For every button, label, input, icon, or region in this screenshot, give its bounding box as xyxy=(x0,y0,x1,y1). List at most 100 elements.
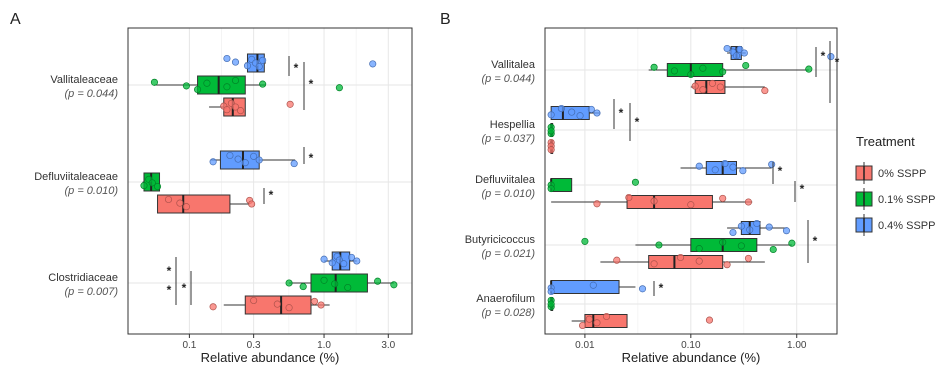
data-point xyxy=(723,261,731,269)
data-point xyxy=(148,179,156,187)
category-label: Butyricicoccus xyxy=(465,234,536,246)
data-point xyxy=(259,56,267,64)
significance-star: * xyxy=(269,188,274,202)
data-point xyxy=(209,303,217,311)
data-point xyxy=(369,60,377,68)
significance-star: * xyxy=(619,106,624,120)
significance-star: * xyxy=(659,281,664,295)
data-point xyxy=(223,54,231,63)
x-tick-label: 3.0 xyxy=(381,340,395,351)
legend-label: 0.4% SSPP xyxy=(878,220,935,232)
panel-b: Vallitalea (p = 0.044) * * Hespellia (p = 0.0… xyxy=(440,11,840,365)
category-p-label: (p = 0.037) xyxy=(481,133,535,145)
data-point xyxy=(761,87,769,95)
category-label: Defluviitaleaceae xyxy=(34,171,118,183)
data-point xyxy=(153,182,162,191)
data-point xyxy=(285,279,293,287)
data-point xyxy=(732,52,741,60)
data-point xyxy=(234,155,242,163)
data-point xyxy=(328,259,336,267)
x-axis-title: Relative abundance (%) xyxy=(201,350,340,365)
data-point xyxy=(699,86,707,94)
data-point xyxy=(547,146,555,154)
data-point xyxy=(243,62,252,70)
category-label: Anaerofilum xyxy=(476,293,535,305)
x-axis-title: Relative abundance (%) xyxy=(622,350,761,365)
data-point xyxy=(695,162,703,170)
data-point xyxy=(719,238,727,246)
data-point xyxy=(769,245,777,254)
x-tick-label: 0.10 xyxy=(681,340,701,351)
panel-label: A xyxy=(10,11,21,28)
data-point xyxy=(231,58,240,66)
data-point xyxy=(788,239,796,247)
data-point xyxy=(719,68,727,76)
data-point xyxy=(182,203,190,211)
data-point xyxy=(547,300,555,308)
data-point xyxy=(805,65,813,73)
data-point xyxy=(568,108,576,116)
data-point xyxy=(209,158,217,166)
data-point xyxy=(231,76,240,85)
data-point xyxy=(723,44,731,53)
data-point xyxy=(719,194,727,202)
data-point xyxy=(299,283,307,291)
data-point xyxy=(721,159,729,168)
data-point xyxy=(705,316,714,324)
data-point xyxy=(547,127,555,135)
panel-a: Vallitaleaceae (p = 0.044) * * Defluviitalea… xyxy=(10,11,413,365)
data-point xyxy=(150,78,158,86)
data-point xyxy=(613,256,621,264)
data-point xyxy=(578,321,587,330)
data-point xyxy=(335,84,343,92)
data-point xyxy=(581,237,589,245)
data-point xyxy=(231,103,240,111)
panel-label: B xyxy=(440,11,451,28)
data-point xyxy=(547,185,555,193)
box-iqr xyxy=(550,280,620,294)
data-point xyxy=(140,182,148,190)
data-point xyxy=(765,223,773,231)
data-point xyxy=(250,296,258,305)
data-point xyxy=(695,257,703,265)
data-point xyxy=(691,82,699,90)
data-point xyxy=(638,285,647,293)
data-point xyxy=(744,254,752,262)
data-point xyxy=(557,104,565,113)
category-p-label: (p = 0.010) xyxy=(481,188,535,200)
data-point xyxy=(729,163,737,171)
data-point xyxy=(241,159,249,167)
data-point xyxy=(602,312,611,321)
category-p-label: (p = 0.021) xyxy=(481,248,535,260)
data-point xyxy=(677,253,685,262)
category-p-label: (p = 0.028) xyxy=(481,307,535,319)
category-label: Defluviitalea xyxy=(475,174,536,186)
data-point xyxy=(650,197,658,205)
data-point xyxy=(331,280,339,288)
significance-star: * xyxy=(294,61,299,75)
data-point xyxy=(625,193,633,202)
data-point xyxy=(374,277,382,285)
data-point xyxy=(587,105,595,113)
data-point xyxy=(203,79,211,87)
data-point xyxy=(286,100,294,108)
data-point xyxy=(347,253,356,261)
box-iqr xyxy=(310,273,368,293)
significance-star: * xyxy=(309,151,314,165)
data-point xyxy=(827,53,835,61)
data-point xyxy=(255,63,263,71)
data-point xyxy=(223,106,231,114)
data-point xyxy=(650,260,658,268)
category-label: Vallitaleaceae xyxy=(50,74,118,86)
data-point xyxy=(768,160,776,168)
data-point xyxy=(742,61,750,70)
data-point xyxy=(547,287,555,296)
data-point xyxy=(716,83,724,91)
data-point xyxy=(273,300,281,308)
data-point xyxy=(729,228,737,237)
data-point xyxy=(593,109,601,117)
significance-star: * xyxy=(778,164,783,178)
data-point xyxy=(593,200,601,208)
x-tick-label: 0.1 xyxy=(182,340,196,351)
x-tick-label: 1.0 xyxy=(317,340,331,351)
